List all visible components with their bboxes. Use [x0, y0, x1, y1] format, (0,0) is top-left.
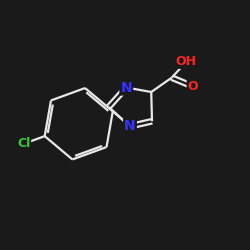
Text: Cl: Cl [17, 137, 30, 150]
Text: O: O [188, 80, 198, 93]
Text: N: N [120, 80, 132, 94]
Text: OH: OH [175, 55, 196, 68]
Text: N: N [124, 119, 136, 133]
